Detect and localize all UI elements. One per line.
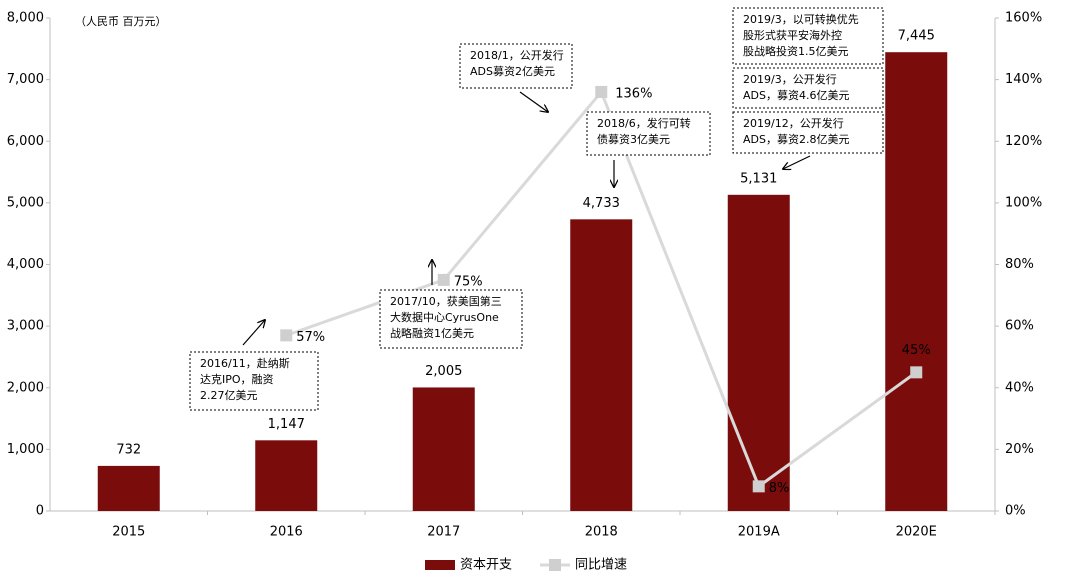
- unit-note: （人民币 百万元）: [75, 15, 167, 28]
- annotation-text: 战略融资1亿美元: [390, 326, 474, 340]
- legend-label: 同比增速: [575, 558, 627, 573]
- annotation-box: [586, 111, 711, 156]
- annotation-text: 2019/3，以可转换优先: [743, 12, 859, 26]
- annotation-text: 2016/11，赴纳斯: [200, 356, 290, 370]
- bar-value-label: 2,005: [425, 364, 462, 379]
- annotation-text: 2018/1，公开发行: [470, 48, 564, 62]
- y2-tick-label: 40%: [1005, 380, 1034, 395]
- annotation-text: ADS，募资4.6亿美元: [743, 89, 849, 102]
- line-marker: [280, 329, 293, 342]
- annotation-text: 2017/10，获美国第三: [390, 294, 502, 308]
- annotation-text: ADS，募资2.8亿美元: [743, 133, 849, 146]
- annotation-arrow: [783, 155, 811, 169]
- annotation-arrow: [242, 320, 265, 346]
- annotation-text: 达克IPO，融资: [200, 373, 274, 386]
- bar-value-label: 1,147: [268, 417, 305, 432]
- y2-tick-label: 160%: [1005, 11, 1042, 26]
- y2-tick-label: 100%: [1005, 195, 1042, 210]
- bar: [727, 194, 790, 511]
- annotation-text: 2019/12，公开发行: [743, 116, 844, 130]
- annotation-box: [732, 7, 884, 65]
- annotation-text: 大数据中心CyrusOne: [390, 310, 499, 324]
- legend-label: 资本开支: [460, 558, 512, 573]
- y2-tick-label: 120%: [1005, 134, 1042, 149]
- bar: [412, 387, 475, 511]
- line-value-label: 45%: [902, 343, 931, 358]
- legend-swatch: [549, 559, 561, 571]
- annotation-box: [732, 67, 884, 109]
- bar-value-label: 732: [116, 442, 141, 457]
- bar: [255, 440, 318, 511]
- bar: [570, 219, 633, 512]
- y-tick-label: 0: [36, 504, 44, 519]
- line-value-label: 136%: [615, 86, 652, 101]
- line-marker: [437, 273, 450, 286]
- y2-tick-label: 0%: [1005, 504, 1026, 519]
- y2-tick-label: 140%: [1005, 72, 1042, 87]
- bar-value-label: 4,733: [583, 196, 620, 211]
- annotation-box: [189, 351, 319, 411]
- line-marker: [910, 366, 923, 379]
- x-tick-label: 2017: [427, 525, 460, 540]
- annotation-text: 股形式获平安海外控: [743, 28, 842, 42]
- annotation-text: ADS募资2亿美元: [470, 65, 555, 78]
- y-tick-label: 5,000: [7, 195, 44, 210]
- annotation-text: 2018/6，发行可转: [597, 116, 691, 130]
- x-tick-label: 2020E: [896, 525, 937, 540]
- y2-tick-label: 20%: [1005, 442, 1034, 457]
- y2-tick-label: 60%: [1005, 319, 1034, 334]
- x-tick-label: 2015: [112, 525, 145, 540]
- annotation-text: 股战略投资1.5亿美元: [743, 44, 849, 58]
- line-value-label: 8%: [769, 481, 790, 496]
- annotation-text: 2019/3，公开发行: [743, 72, 837, 86]
- y-tick-label: 2,000: [7, 380, 44, 395]
- y-tick-label: 3,000: [7, 319, 44, 334]
- y-tick-label: 8,000: [7, 11, 44, 26]
- annotation-box: [379, 289, 523, 349]
- x-tick-label: 2018: [585, 525, 618, 540]
- annotation-box: [732, 111, 884, 154]
- bar-value-label: 7,445: [898, 29, 935, 44]
- bar-value-label: 5,131: [740, 171, 777, 186]
- y2-tick-label: 80%: [1005, 257, 1034, 272]
- line-value-label: 57%: [296, 330, 325, 345]
- y-tick-label: 4,000: [7, 257, 44, 272]
- y-tick-label: 1,000: [7, 442, 44, 457]
- annotation-box: [459, 43, 573, 89]
- annotation-text: 债募资3亿美元: [597, 132, 670, 146]
- y-tick-label: 6,000: [7, 134, 44, 149]
- line-value-label: 75%: [454, 274, 483, 289]
- line-marker: [595, 85, 608, 98]
- x-tick-label: 2016: [270, 525, 303, 540]
- annotation-text: 2.27亿美元: [200, 389, 258, 402]
- bar: [885, 52, 948, 511]
- line-marker: [752, 480, 765, 493]
- x-tick-label: 2019A: [738, 525, 780, 540]
- bar: [97, 465, 160, 511]
- annotation-arrow: [519, 91, 548, 112]
- y-tick-label: 7,000: [7, 72, 44, 87]
- legend-swatch: [425, 560, 455, 570]
